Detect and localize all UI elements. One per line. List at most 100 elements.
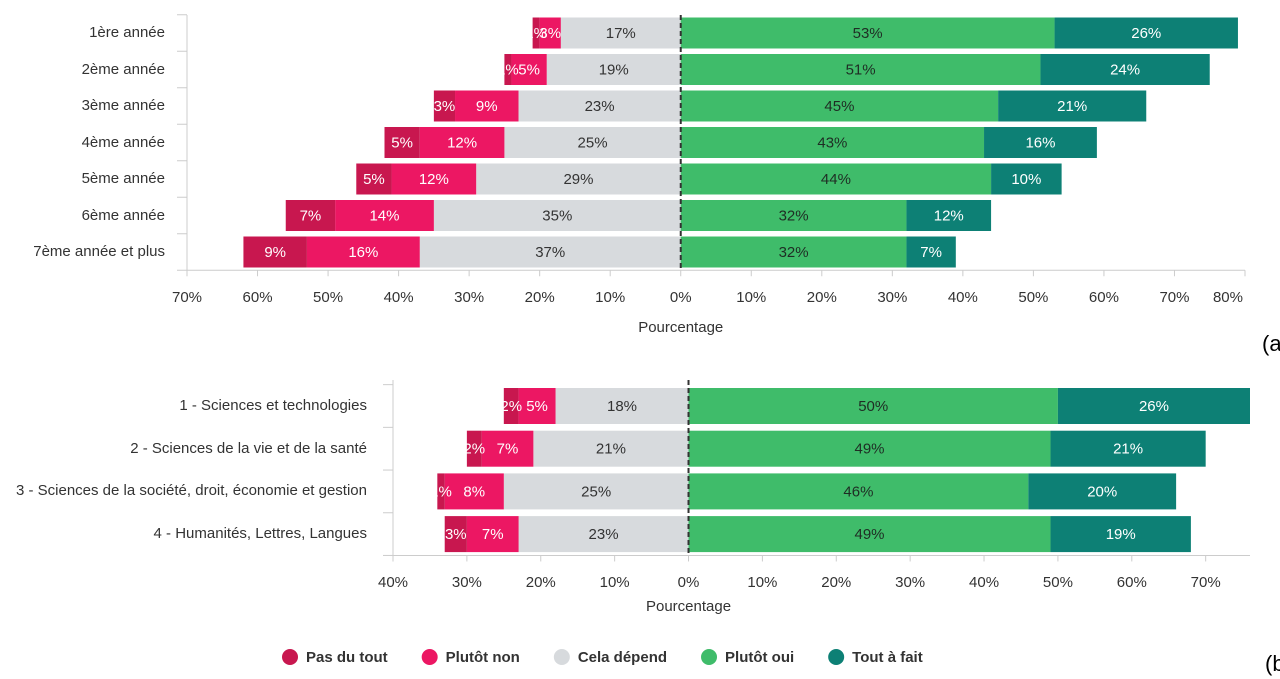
data-label: 18% [607,398,637,415]
data-label: 20% [1087,483,1117,500]
bar-segment [518,388,556,424]
legend-marker [553,649,570,665]
data-label: 21% [1113,441,1143,458]
bar-segment [481,430,534,467]
x-tick-label: 70% [1159,289,1189,306]
bar-segment [560,17,681,49]
data-label: 23% [589,526,619,543]
x-tick-label: 40% [969,574,999,591]
data-label: 5% [391,134,413,151]
legend-label: Plutôt oui [725,649,794,666]
legend-label: Cela dépend [578,649,667,666]
x-tick-label: 30% [452,574,482,591]
legend-label: Pas du tout [306,649,388,666]
bar-segment [688,430,1051,467]
data-label: 51% [846,61,876,78]
data-label: 10% [1011,171,1041,188]
x-tick-label: 0% [670,289,692,306]
bar-segment [511,54,547,85]
data-label: 44% [821,171,851,188]
bar-segment [680,127,985,158]
bar-segment [688,516,1051,553]
bar-segment [518,516,689,553]
data-label: 5% [526,398,548,415]
bar-segment [476,163,681,195]
bar-segment [356,163,392,195]
bar-segment [433,90,456,122]
bar-segment [533,430,689,467]
bar-segment [384,127,420,158]
data-label: 5% [363,171,385,188]
bar-segment [391,163,477,195]
bar-segment [1054,17,1238,49]
bar-segment [555,388,689,424]
category-label: 1ère année [89,24,165,41]
data-label: 16% [348,244,378,261]
data-label: 3% [539,25,561,42]
x-tick-label: 60% [243,289,273,306]
category-label: 6ème année [81,206,165,224]
x-tick-label: 20% [821,574,851,591]
bar-segment [444,516,467,553]
legend-marker [282,649,298,665]
bar-segment [433,200,681,231]
data-label: 24% [1110,61,1140,78]
bar-segment [1040,54,1210,85]
data-label: 14% [369,207,399,224]
data-label: 5% [518,61,540,78]
data-label: 23% [585,98,615,115]
category-label: 3 - Sciences de la société, droit, écono… [15,482,367,500]
data-label: 7% [920,244,942,261]
bar-segment [680,90,999,122]
bar-segment [688,473,1029,510]
x-tick-label: 10% [747,574,777,591]
x-tick-label: 70% [172,289,202,306]
bar-segment [539,17,561,49]
data-label: 8% [463,483,485,500]
data-label: 9% [476,98,498,115]
x-axis-title: Pourcentage [638,319,723,336]
data-label: 12% [447,134,477,151]
data-label: 19% [599,61,629,78]
x-tick-label: 50% [1018,289,1048,306]
bar-segment [1050,430,1206,467]
data-label: 7% [497,441,519,458]
x-tick-label: 80% [1213,289,1243,306]
category-label: 2ème année [81,60,165,78]
category-label: 1 - Sciences et technologies [179,397,367,414]
bar-segment [680,163,992,195]
data-label: 25% [581,483,611,500]
x-tick-label: 10% [736,289,766,306]
x-tick-label: 20% [525,289,555,306]
data-label: 25% [578,134,608,151]
bar-segment [444,473,504,510]
bar-segment [991,163,1062,195]
data-label: 50% [858,398,888,415]
x-axis-title: Pourcentage [646,598,731,615]
bar-segment [455,90,519,122]
bar-segment [680,54,1041,85]
bar-segment [504,127,681,158]
data-label: 53% [853,25,883,42]
bar-segment [680,236,907,268]
data-label: 29% [563,171,593,188]
legend-marker [421,649,438,665]
bar-segment [503,473,689,510]
data-label: 2% [500,398,522,415]
bar-segment [419,127,505,158]
x-tick-label: 30% [895,574,925,591]
bar-segment [243,236,307,268]
legend-label: Plutôt non [446,649,520,666]
bar-segment [503,388,519,424]
data-label: 21% [1057,98,1087,115]
data-label: 32% [779,244,809,261]
panel-label: (a) [1262,331,1280,356]
x-tick-label: 10% [600,574,630,591]
data-label: 21% [596,441,626,458]
x-tick-label: 70% [1191,574,1221,591]
data-label: 1% [525,25,547,42]
data-label: 32% [779,207,809,224]
data-label: 17% [606,25,636,42]
category-label: 4ème année [81,133,165,151]
